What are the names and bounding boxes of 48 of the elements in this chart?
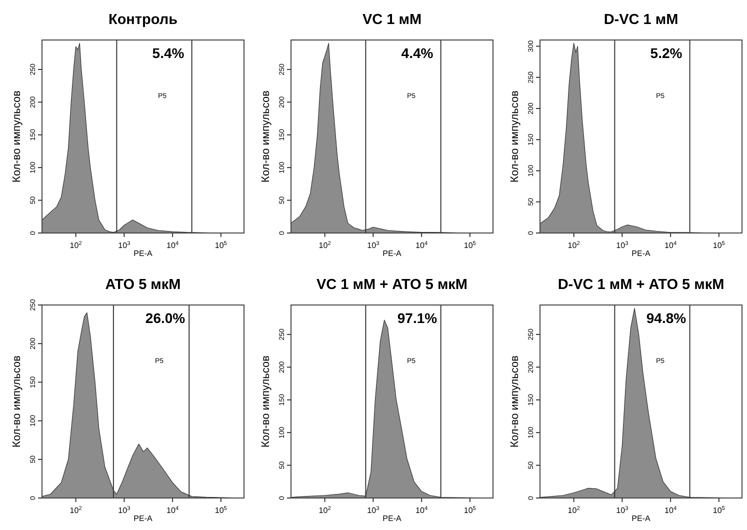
chart-title: ATO 5 мкМ [105, 277, 181, 293]
x-tick-label: 10$^{5}$ [214, 241, 227, 250]
y-axis-title: Кол-во импульсов [260, 355, 272, 448]
x-tick-label: 10$^{3}$ [367, 241, 380, 250]
x-tick-label: 10$^{3}$ [616, 506, 628, 515]
annotation: 26.0% [145, 310, 186, 326]
x-axis-title: PE-A [632, 249, 651, 258]
chart-title: D-VC 1 мМ + ATO 5 мкМ [558, 277, 724, 293]
x-tick-label: 10$^{4}$ [416, 506, 428, 515]
y-axis-title: Кол-во импульсов [11, 355, 23, 448]
x-tick-label: 10$^{2}$ [568, 241, 580, 250]
x-tick-label: 10$^{5}$ [712, 506, 725, 515]
x-tick-label: 10$^{4}$ [416, 241, 428, 250]
x-tick-label: 10$^{2}$ [568, 506, 580, 515]
x-axis-title: PE-A [382, 514, 402, 523]
x-tick-label: 10$^{3}$ [118, 506, 130, 515]
annotation: 4.4% [401, 45, 434, 61]
annotation: 94.8% [646, 310, 687, 326]
chart-title: VC 1 мМ + ATO 5 мкМ [316, 277, 468, 293]
x-tick-label: 10$^{3}$ [367, 506, 380, 515]
chart-title: D-VC 1 мМ [604, 12, 678, 28]
x-tick-label: 10$^{4}$ [664, 241, 677, 250]
x-tick-label: 10$^{3}$ [616, 241, 628, 250]
x-tick-label: 10$^{2}$ [70, 506, 82, 515]
y-axis-title: Кол-во импульсов [260, 90, 272, 182]
x-tick-label: 10$^{4}$ [664, 506, 677, 515]
x-tick-label: 10$^{4}$ [166, 506, 179, 515]
x-tick-label: 10$^{3}$ [118, 241, 130, 250]
x-tick-label: 10$^{2}$ [318, 241, 331, 250]
chart-title: Контроль [108, 12, 178, 28]
y-axis-title: Кол-во импульсов [11, 90, 23, 182]
annotation: 97.1% [397, 310, 438, 326]
x-axis-title: PE-A [632, 514, 651, 523]
y-axis-title: Кол-во импульсов [509, 355, 521, 448]
x-tick-label: 10$^{2}$ [318, 506, 331, 515]
annotation: 5.4% [152, 45, 185, 61]
x-tick-label: 10$^{5}$ [464, 506, 476, 515]
x-tick-label: 10$^{5}$ [214, 506, 227, 515]
x-tick-label: 10$^{4}$ [166, 241, 179, 250]
x-tick-label: 10$^{5}$ [464, 241, 476, 250]
x-axis-title: PE-A [134, 514, 153, 523]
x-tick-label: 10$^{5}$ [712, 241, 725, 250]
annotation: 5.2% [650, 45, 683, 61]
x-axis-title: PE-A [382, 249, 402, 258]
y-axis-title: Кол-во импульсов [509, 90, 521, 182]
x-tick-label: 10$^{2}$ [70, 241, 82, 250]
chart-title: VC 1 мМ [362, 12, 422, 28]
x-axis-title: PE-A [134, 249, 153, 258]
